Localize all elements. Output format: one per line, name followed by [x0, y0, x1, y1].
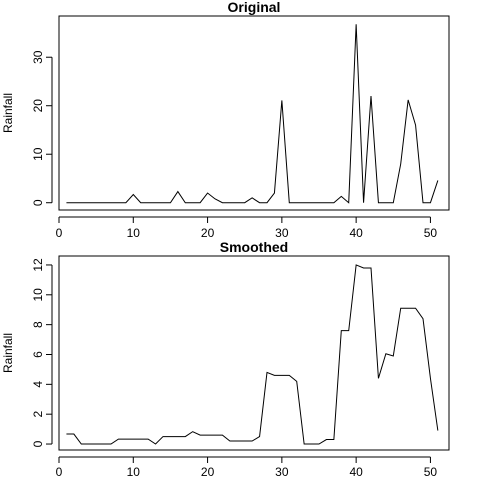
original-x-tick-label: 50 — [424, 226, 438, 240]
smoothed-x-tick-label: 40 — [349, 465, 363, 479]
smoothed-y-tick-label: 2 — [31, 411, 45, 418]
original-y-tick-label: 0 — [31, 199, 45, 206]
smoothed-chart-title: Smoothed — [220, 239, 288, 255]
smoothed-y-tick-label: 8 — [31, 321, 45, 328]
smoothed-series-line — [66, 264, 439, 445]
smoothed-plot-frame — [58, 255, 450, 451]
original-x-tick-label: 10 — [127, 226, 141, 240]
smoothed-y-tick-label: 10 — [31, 288, 45, 302]
original-series-line — [66, 24, 439, 204]
smoothed-x-tick-label: 0 — [56, 465, 63, 479]
original-y-tick-label: 30 — [31, 50, 45, 64]
original-y-axis-label: Rainfall — [1, 93, 15, 133]
original-x-tick-label: 0 — [56, 226, 63, 240]
original-x-tick-label: 20 — [201, 226, 215, 240]
original-y-tick-label: 10 — [31, 147, 45, 161]
smoothed-x-tick-label: 10 — [127, 465, 141, 479]
original-x-tick-label: 30 — [275, 226, 289, 240]
smoothed-y-tick-label: 0 — [31, 440, 45, 447]
smoothed-x-tick-label: 30 — [275, 465, 289, 479]
original-plot-frame — [58, 15, 450, 211]
smoothed-y-tick-label: 4 — [31, 381, 45, 388]
original-y-tick-label: 20 — [31, 99, 45, 113]
smoothed-x-tick-label: 50 — [424, 465, 438, 479]
original-x-tick-label: 40 — [349, 226, 363, 240]
smoothed-y-axis-label: Rainfall — [1, 333, 15, 373]
smoothed-x-tick-label: 20 — [201, 465, 215, 479]
smoothed-y-tick-label: 6 — [31, 351, 45, 358]
original-chart-title: Original — [228, 0, 281, 15]
smoothed-y-tick-label: 12 — [31, 258, 45, 272]
